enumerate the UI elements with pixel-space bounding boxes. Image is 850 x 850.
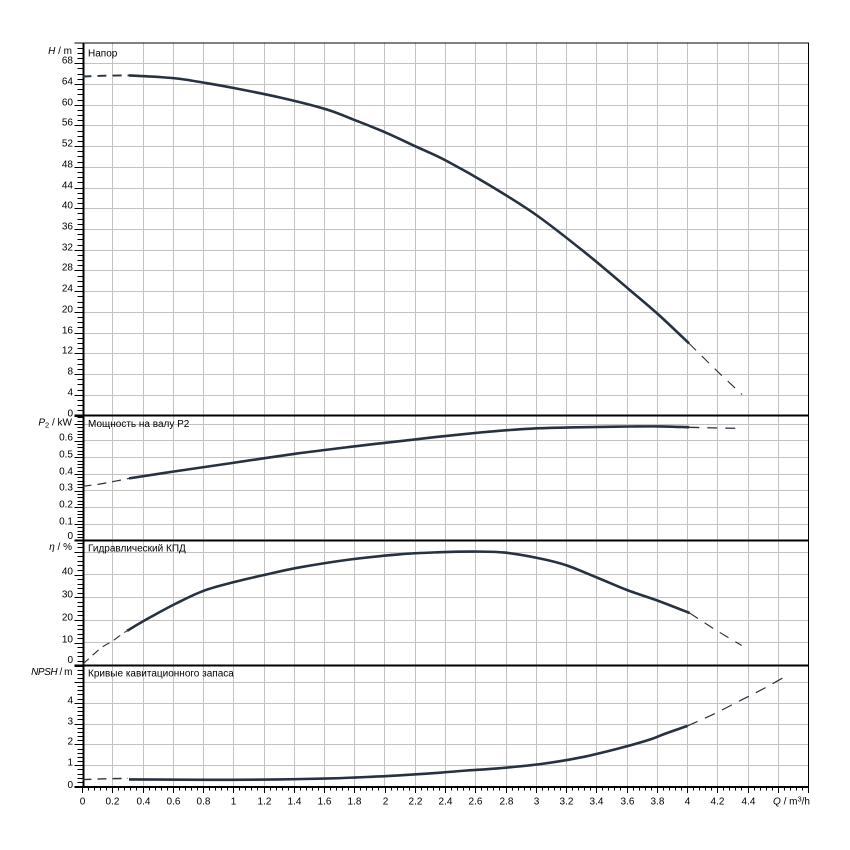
svg-text:H / m: H / m	[48, 46, 72, 57]
svg-text:4.4: 4.4	[742, 797, 756, 808]
svg-text:56: 56	[62, 118, 74, 129]
svg-text:0: 0	[67, 780, 73, 791]
svg-text:4: 4	[67, 388, 73, 399]
svg-text:1: 1	[231, 797, 237, 808]
svg-text:2.6: 2.6	[469, 797, 483, 808]
svg-text:4.2: 4.2	[711, 797, 725, 808]
svg-text:10: 10	[62, 635, 74, 646]
svg-text:44: 44	[62, 181, 74, 192]
svg-text:24: 24	[62, 284, 74, 295]
svg-text:32: 32	[62, 243, 74, 254]
svg-text:40: 40	[62, 201, 74, 212]
svg-text:2.4: 2.4	[439, 797, 453, 808]
svg-text:0: 0	[80, 797, 86, 808]
svg-text:1: 1	[67, 758, 73, 769]
svg-text:3: 3	[67, 717, 73, 728]
svg-text:60: 60	[62, 98, 74, 109]
svg-text:3.4: 3.4	[590, 797, 604, 808]
svg-text:64: 64	[62, 77, 74, 88]
svg-text:16: 16	[62, 326, 74, 337]
svg-text:0.1: 0.1	[59, 517, 73, 528]
svg-text:8: 8	[67, 367, 73, 378]
svg-text:3.2: 3.2	[560, 797, 574, 808]
svg-text:40: 40	[62, 567, 74, 578]
svg-text:Кривые кавитационного запаса: Кривые кавитационного запаса	[88, 669, 234, 680]
svg-text:2.2: 2.2	[409, 797, 423, 808]
svg-text:Гидравлический КПД: Гидравлический КПД	[88, 544, 186, 555]
svg-text:0.5: 0.5	[59, 450, 73, 461]
svg-text:P2 / kW: P2 / kW	[38, 418, 72, 430]
svg-text:0.2: 0.2	[106, 797, 120, 808]
svg-text:3.6: 3.6	[621, 797, 635, 808]
svg-text:Мощность на валу P2: Мощность на валу P2	[88, 419, 190, 430]
svg-text:20: 20	[62, 305, 74, 316]
svg-text:68: 68	[62, 56, 74, 67]
svg-text:Q / m3/h: Q / m3/h	[773, 794, 810, 807]
svg-text:1.2: 1.2	[258, 797, 272, 808]
svg-text:4: 4	[67, 696, 73, 707]
svg-text:52: 52	[62, 139, 74, 150]
svg-text:4: 4	[685, 797, 691, 808]
svg-text:28: 28	[62, 263, 74, 274]
svg-text:48: 48	[62, 160, 74, 171]
svg-text:0: 0	[67, 655, 73, 666]
svg-text:0.6: 0.6	[59, 433, 73, 444]
svg-text:2: 2	[383, 797, 389, 808]
svg-text:0.6: 0.6	[167, 797, 181, 808]
svg-text:Напор: Напор	[88, 49, 118, 60]
svg-text:0.8: 0.8	[197, 797, 211, 808]
svg-text:0.3: 0.3	[59, 483, 73, 494]
svg-text:12: 12	[62, 346, 74, 357]
svg-text:0.4: 0.4	[59, 467, 73, 478]
svg-text:0.4: 0.4	[137, 797, 151, 808]
svg-text:η / %: η / %	[49, 542, 72, 553]
svg-text:36: 36	[62, 222, 74, 233]
svg-text:NPSH / m: NPSH / m	[31, 667, 72, 678]
svg-text:3.8: 3.8	[651, 797, 665, 808]
svg-text:1.8: 1.8	[348, 797, 362, 808]
svg-text:0: 0	[67, 409, 73, 420]
svg-text:2: 2	[67, 737, 73, 748]
svg-text:1.4: 1.4	[288, 797, 302, 808]
svg-text:1.6: 1.6	[318, 797, 332, 808]
svg-text:20: 20	[62, 613, 74, 624]
svg-text:0.2: 0.2	[59, 500, 73, 511]
svg-text:30: 30	[62, 590, 74, 601]
svg-text:0: 0	[67, 531, 73, 542]
svg-text:2.8: 2.8	[500, 797, 514, 808]
svg-text:3: 3	[534, 797, 540, 808]
